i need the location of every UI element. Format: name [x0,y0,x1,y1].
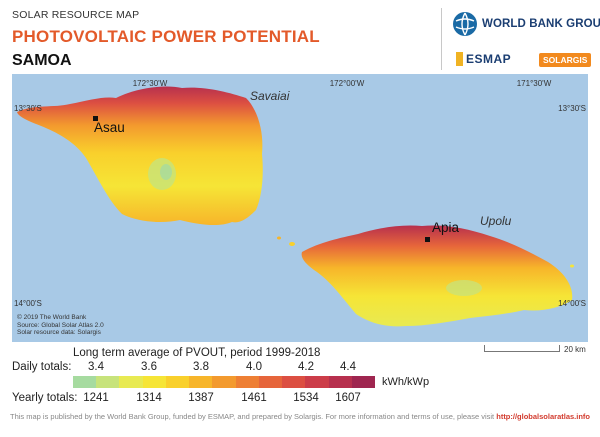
daily-totals-label: Daily totals: [12,361,72,373]
credit-line: Source: Global Solar Atlas 2.0 [17,321,104,329]
latitude-tick-left-1: 13°30'S [14,104,42,113]
esmap-mark-icon [456,52,463,66]
savaii-island [17,86,263,226]
eastern-islet [570,264,574,268]
footer: This map is published by the World Bank … [0,412,600,421]
apolima-islet [277,236,281,240]
map-label: SOLAR RESOURCE MAP [12,9,140,21]
yearly-value: 1461 [241,392,267,404]
map-graphic [17,86,574,327]
manono-islet [289,242,295,246]
legend-swatch [142,376,166,388]
map-credits: © 2019 The World Bank Source: Global Sol… [17,314,104,337]
island-label-upolu: Upolu [480,214,512,228]
esmap-logo: ESMAP [456,52,511,66]
country-name: SAMOA [12,52,72,69]
scale-bar-label: 20 km [564,345,586,354]
legend-swatch [351,376,376,388]
daily-value: 4.4 [340,361,356,373]
credit-line: © 2019 The World Bank [17,314,87,321]
world-bank-logo: WORLD BANK GROUP [453,10,600,38]
latitude-tick-left-2: 14°00'S [14,299,42,308]
city-label-asau: Asau [94,120,125,135]
legend-swatch [73,376,97,388]
latitude-tick-right-1: 13°30'S [558,104,586,113]
latitude-tick-right-2: 14°00'S [558,299,586,308]
yearly-value: 1607 [335,392,361,404]
footer-link[interactable]: http://globalsolaratlas.info [496,412,590,421]
daily-value: 3.6 [141,361,157,373]
legend-swatch [235,376,259,388]
legend-unit: kWh/kWp [382,376,430,388]
apia-marker [425,237,430,242]
pvout-map: 172°30'W 172°00'W 171°30'W 13°30'S 13°30… [12,74,588,342]
scale-bar [484,345,560,352]
legend-swatch [328,376,352,388]
savaii-highland-core [160,164,172,180]
credit-line: Solar resource data: Solargis [17,329,101,336]
header-divider [441,8,442,70]
daily-value: 3.8 [193,361,209,373]
daily-value: 4.0 [246,361,262,373]
solargis-logo: SOLARGIS [539,53,592,67]
yearly-value: 1241 [83,392,109,404]
legend-swatch [258,376,283,388]
asau-marker [93,116,98,121]
legend-swatch [189,376,213,388]
longitude-tick-1: 172°30'W [132,79,168,88]
upolu-highland [446,280,482,296]
city-label-apia: Apia [432,220,460,235]
island-label-savaii: Savaiai [250,89,290,103]
daily-value: 3.4 [88,361,104,373]
legend-swatch [282,376,306,388]
world-bank-logo-text: WORLD BANK GROUP [482,18,600,30]
legend-swatch [212,376,236,388]
legend-title: Long term average of PVOUT, period 1999-… [73,347,321,359]
legend-swatch [165,376,190,388]
legend-swatch [119,376,143,388]
yearly-totals-label: Yearly totals: [12,392,78,404]
daily-value: 4.2 [298,361,314,373]
upolu-island [301,225,573,327]
footer-text: This map is published by the World Bank … [10,412,495,421]
longitude-tick-2: 172°00'W [329,79,365,88]
legend-color-bar [73,376,376,388]
longitude-tick-3: 171°30'W [516,79,552,88]
map-title: PHOTOVOLTAIC POWER POTENTIAL [12,27,320,46]
yearly-value: 1314 [136,392,162,404]
globe-icon [453,12,477,36]
legend-swatch [305,376,329,388]
yearly-value: 1387 [188,392,214,404]
esmap-logo-text: ESMAP [466,52,512,66]
yearly-value: 1534 [293,392,319,404]
legend-swatch [96,376,120,388]
